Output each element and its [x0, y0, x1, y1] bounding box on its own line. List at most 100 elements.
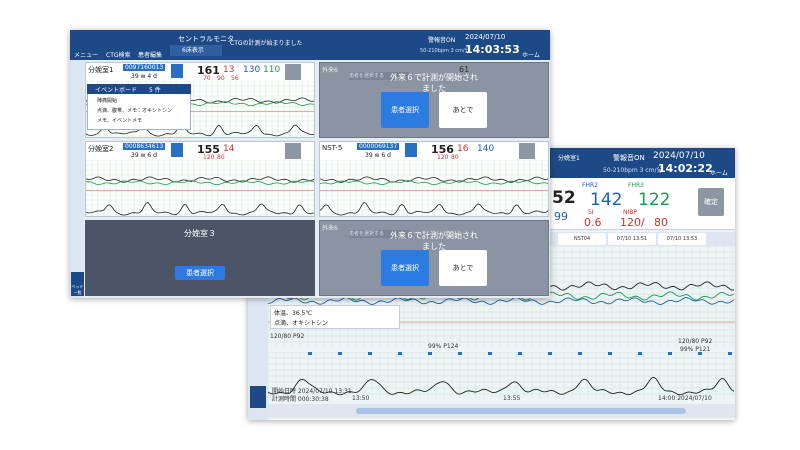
fhr-trace: [320, 176, 548, 183]
event-marker: [668, 352, 672, 355]
fhr-trace: [86, 176, 314, 183]
list-button[interactable]: [250, 386, 266, 408]
alarm-icon[interactable]: [519, 143, 535, 159]
event-tab[interactable]: 07/10 13:51: [608, 233, 656, 245]
alarm-status[interactable]: 警報音ON: [428, 37, 456, 44]
chart-annotation: 99% P124: [428, 343, 459, 350]
vital-value: 140: [477, 144, 495, 154]
event-board-header: [87, 84, 191, 94]
alarm-icon[interactable]: [285, 64, 301, 80]
scroll-thumb[interactable]: [356, 408, 686, 414]
range: 50-210bpm 3 cm/分: [603, 167, 663, 174]
time: 14:03:53: [465, 43, 520, 56]
alarm-icon[interactable]: [285, 143, 301, 159]
nibp-label: NIBP: [623, 209, 637, 216]
edit-icon[interactable]: [171, 64, 183, 78]
si-value: 0.6: [584, 216, 602, 229]
select-patient-button[interactable]: 患者選択: [381, 92, 429, 128]
bed-name: 外来6: [322, 225, 338, 232]
menu-button[interactable]: メニュー: [74, 52, 99, 59]
central-header: [70, 30, 550, 60]
event-marker: [578, 352, 582, 355]
vital-sub-value: 80: [217, 154, 225, 161]
vital-value: 110: [263, 65, 281, 75]
bed-name: 外来6: [322, 67, 338, 74]
ctg-trace-area: [86, 160, 314, 216]
nibp-diastolic: 80: [654, 216, 668, 229]
central-sidebar: [70, 60, 84, 298]
select-patient-button[interactable]: 患者選択: [381, 250, 429, 286]
event-marker: [488, 352, 492, 355]
alarm-status[interactable]: 警報音ON: [613, 154, 645, 162]
fhr3-label: FHR3: [628, 182, 644, 189]
vital-sub-value: 120: [437, 154, 449, 161]
event-marker: [428, 352, 432, 355]
vital-sub-value: 120: [203, 154, 215, 161]
chart-annotation: 120/80 P92: [678, 338, 713, 345]
vital-sub-value: 90: [217, 75, 225, 82]
event-item: 点滴、オキシトシン: [274, 320, 329, 327]
vital-sub-value: 56: [231, 75, 239, 82]
edit-icon[interactable]: [171, 143, 183, 157]
vital-sub-value: 70: [203, 75, 211, 82]
fhr2-value: 142: [590, 190, 623, 210]
vital-sub-value: 80: [451, 154, 459, 161]
bed-name[interactable]: NST-5: [322, 144, 343, 152]
fhr-value: 155: [197, 143, 220, 156]
event-marker: [608, 352, 612, 355]
vital-value: 13: [223, 65, 235, 75]
duration: 計測時間 000:30:38: [272, 396, 329, 403]
event-board-title: イベントボード: [95, 87, 138, 94]
later-button[interactable]: あとで: [439, 92, 487, 128]
home-button[interactable]: ホーム: [710, 170, 728, 177]
later-button[interactable]: あとで: [439, 250, 487, 286]
toco-chart: [268, 352, 735, 398]
ctg-search-button[interactable]: CTG検索: [106, 52, 131, 59]
fhr2-label: FHR2: [582, 182, 598, 189]
confirm-button[interactable]: 確定: [698, 188, 724, 216]
si-label: SI: [588, 209, 594, 216]
patient-placeholder[interactable]: 患者を選択する: [349, 230, 409, 238]
event-marker: [338, 352, 342, 355]
bed-label: 分娩室1: [558, 155, 580, 162]
event-list: [270, 305, 400, 329]
edit-icon[interactable]: [405, 143, 417, 157]
event-item: 陣痛開始: [97, 98, 118, 104]
event-marker: [308, 352, 312, 355]
event-marker: [638, 352, 642, 355]
start-message: 外来６で計測が開始されました: [390, 231, 478, 251]
bed-grid: 分娩室1 0097160013 39 w 4 d 161 13 130 110 70 90 56 イ…: [70, 30, 550, 298]
home-button[interactable]: ホーム: [522, 52, 540, 59]
event-tab[interactable]: NST04: [558, 233, 606, 245]
patient-id: 0000069137: [357, 143, 400, 150]
bed-name[interactable]: 分娩室1: [88, 66, 114, 74]
event-marker: [698, 352, 702, 355]
time: 14:02:22: [658, 162, 713, 175]
patient-placeholder[interactable]: 患者を選択する: [349, 72, 409, 80]
event-count[interactable]: 5 件: [149, 87, 161, 94]
fhr-trace: [320, 180, 548, 186]
select-patient-button[interactable]: 患者選択: [175, 266, 225, 280]
event-marker: [728, 352, 732, 355]
vital-value: 14: [223, 144, 235, 154]
gestation: 39 w 6 d: [365, 152, 391, 159]
event-marker: [368, 352, 372, 355]
date: 2024/07/10: [653, 151, 705, 161]
chart-annotation: 120/80 P92: [270, 333, 305, 340]
gestation: 39 w 6 d: [131, 152, 157, 159]
toco-trace: [320, 201, 548, 216]
toco-trace: [268, 376, 735, 396]
bed-name[interactable]: 分娩室2: [88, 145, 114, 153]
patient-edit-button[interactable]: 患者編集: [138, 52, 163, 59]
event-marker: [398, 352, 402, 355]
fhr-value: 161: [197, 64, 220, 77]
fhr-value: 156: [431, 143, 454, 156]
fhr3-value: 122: [638, 190, 671, 210]
fhr1-value: 52: [552, 188, 576, 208]
event-tab[interactable]: 07/10 13:53: [658, 233, 706, 245]
central-window: メニュー CTG検索 患者編集 セントラルモニタ 6床表示 CTGの計測が始まり…: [70, 30, 550, 298]
bed-list-button[interactable]: ベッド一覧: [71, 272, 84, 296]
bed-count-select[interactable]: 6床表示: [170, 45, 222, 56]
vital-value: 130: [243, 65, 261, 75]
